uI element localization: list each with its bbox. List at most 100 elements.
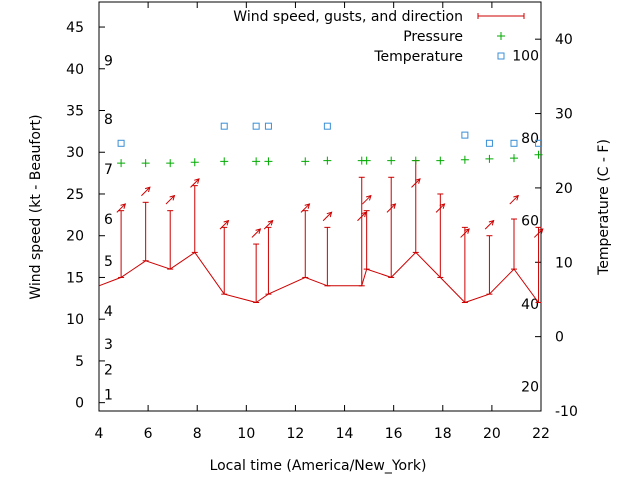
y2-tick-label: 30 (555, 107, 573, 123)
legend-label-pressure: Pressure (403, 29, 463, 45)
pressure-point (362, 156, 371, 165)
direction-arrow (533, 228, 544, 238)
y2-tick-label: 10 (555, 255, 573, 271)
x-tick-label: 14 (336, 426, 354, 442)
legend: Wind speed, gusts, and direction Pressure… (233, 9, 525, 65)
temperature-point (117, 139, 125, 147)
direction-arrow-head (169, 194, 176, 201)
fahrenheit-label: 20 (521, 379, 539, 395)
direction-arrow-head (255, 228, 262, 234)
pressure-point (387, 156, 396, 165)
temperature-point (220, 122, 228, 130)
temperature-point (323, 122, 331, 130)
pressure-point (117, 159, 126, 168)
pressure-point (436, 156, 445, 165)
direction-arrow-head (267, 219, 274, 226)
x-tick-label: 4 (95, 426, 104, 442)
direction-arrow (386, 203, 396, 213)
direction-arrow (509, 195, 519, 205)
beaufort-label: 9 (104, 53, 113, 69)
beaufort-label: 1 (104, 387, 113, 403)
y-tick-label: 25 (66, 187, 84, 203)
y-tick-label: 10 (66, 312, 84, 328)
direction-arrow (165, 195, 175, 205)
direction-arrow-head (390, 203, 397, 209)
temperature-point (252, 122, 260, 130)
pressure-point (534, 150, 543, 159)
direction-arrow-head (326, 211, 333, 218)
pressure-point (141, 159, 150, 168)
beaufort-label: 6 (104, 212, 113, 228)
beaufort-label: 3 (104, 337, 113, 353)
direction-arrow-head (223, 219, 230, 226)
temperature-point (535, 139, 543, 147)
wind-speed-line (98, 251, 541, 304)
direction-arrow (190, 178, 200, 188)
pressure-point (190, 158, 199, 167)
y2-tick-label: 40 (555, 32, 573, 48)
pressure-point (509, 154, 518, 163)
x-tick-label: 8 (193, 426, 202, 442)
y-tick-label: 20 (66, 229, 84, 245)
direction-arrow (322, 211, 332, 222)
direction-arrow (263, 220, 274, 230)
x-tick-label: 18 (434, 426, 452, 442)
y-tick-label: 40 (66, 62, 84, 78)
tick-layer: 4 6 8 10 12 14 16 18 20 22051015202530354045-1001… (66, 2, 578, 442)
pressure-point (411, 156, 420, 165)
beaufort-label: 4 (104, 304, 113, 320)
pressure-point (166, 159, 175, 168)
x-tick-label: 22 (532, 426, 550, 442)
x-tick-label: 12 (287, 426, 305, 442)
direction-arrow (251, 228, 261, 238)
pressure-point (323, 156, 332, 165)
y2-axis-label: Temperature (C - F) (596, 139, 612, 276)
legend-label-wind: Wind speed, gusts, and direction (233, 9, 463, 25)
plot-frame (98, 1, 542, 412)
direction-arrow-head (439, 203, 446, 209)
fahrenheit-label: 40 (521, 297, 539, 313)
direction-arrow (357, 211, 367, 222)
direction-arrow (435, 203, 445, 213)
pressure-point (301, 157, 310, 166)
y-tick-label: 30 (66, 145, 84, 161)
direction-arrow (411, 178, 421, 188)
y-tick-label: 5 (75, 354, 84, 370)
beaufort-label: 5 (104, 254, 113, 270)
pressure-point (252, 157, 261, 166)
x-tick-label: 6 (144, 426, 153, 442)
beaufort-label: 8 (104, 112, 113, 128)
legend-label-temperature: Temperature (373, 49, 463, 65)
direction-arrow (484, 220, 495, 230)
y2-tick-label: 20 (555, 181, 573, 197)
beaufort-label: 7 (104, 162, 113, 178)
direction-arrow-head (415, 178, 421, 184)
temperature-point (485, 139, 493, 147)
y-tick-label: 45 (66, 20, 84, 36)
temperature-point (264, 122, 272, 130)
fahrenheit-label: 80 (521, 131, 539, 147)
fahrenheit-label: 60 (521, 214, 539, 230)
x-tick-label: 16 (385, 426, 403, 442)
direction-arrow-head (304, 203, 311, 209)
direction-arrow-head (194, 178, 200, 184)
direction-arrow (362, 195, 372, 205)
direction-arrow (300, 203, 310, 213)
y2-tick-label: -10 (555, 404, 578, 420)
temperature-point (510, 139, 518, 147)
y-tick-label: 15 (66, 270, 84, 286)
direction-arrow (141, 186, 151, 197)
direction-arrow-head (120, 203, 127, 209)
x-axis-label: Local time (America/New_York) (210, 458, 427, 474)
direction-arrow-head (513, 194, 519, 201)
direction-arrow-head (365, 194, 372, 201)
y-axis-label: Wind speed (kt - Beaufort) (28, 114, 44, 299)
direction-arrow-head (464, 228, 470, 234)
x-tick-label: 10 (237, 426, 255, 442)
legend-swatch-pressure (497, 32, 505, 40)
temperature-point (461, 131, 469, 139)
direction-arrow (460, 228, 470, 238)
direction-arrow-head (488, 219, 495, 226)
y-tick-label: 35 (66, 104, 84, 120)
x-tick-label: 20 (483, 426, 501, 442)
